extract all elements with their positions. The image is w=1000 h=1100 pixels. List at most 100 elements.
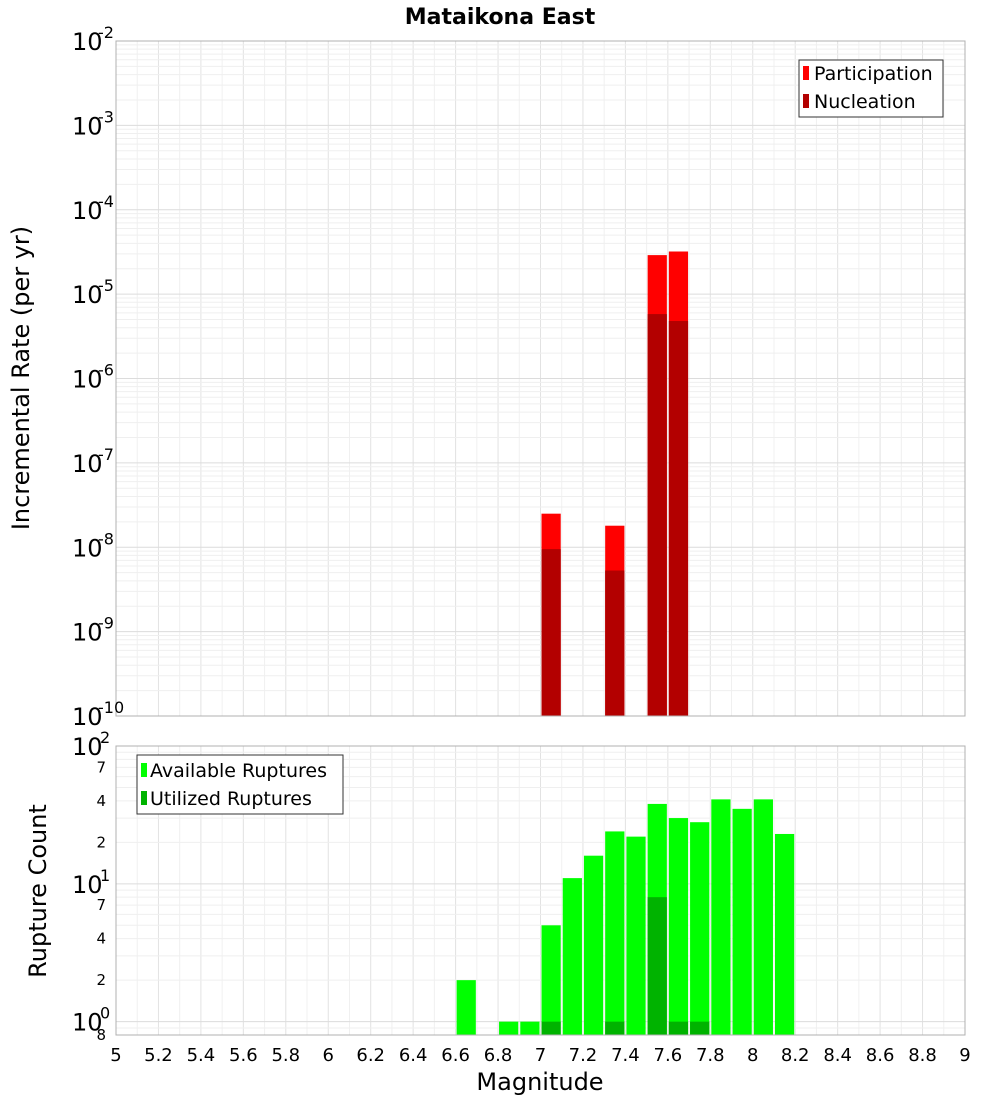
available-ruptures-bar (774, 833, 795, 1035)
available-ruptures-bar (690, 822, 710, 1035)
utilized-ruptures-bar (647, 897, 667, 1035)
utilized-ruptures-bar (690, 1021, 710, 1035)
count-y-tick-base: 10 (72, 871, 103, 899)
rate-y-tick-base: 10 (72, 619, 103, 647)
count-y-axis-label: Rupture Count (24, 804, 52, 978)
x-tick-label: 8.2 (781, 1045, 810, 1066)
available-ruptures-bar (711, 799, 731, 1035)
count-y-minor-label: 8 (96, 1026, 106, 1044)
x-tick-label: 8 (747, 1045, 758, 1066)
legend-label-utilized: Utilized Ruptures (150, 788, 312, 810)
utilized-ruptures-bar (668, 1021, 689, 1035)
rate-y-tick-base: 10 (72, 281, 103, 309)
rate-y-tick-label: 10-6 (72, 361, 114, 394)
legend-label-participation: Participation (814, 63, 933, 85)
x-axis-label: Magnitude (476, 1068, 603, 1096)
rate-y-tick-base: 10 (72, 197, 103, 225)
x-tick-label: 7.6 (654, 1045, 683, 1066)
count-y-minor-label: 2 (96, 833, 106, 851)
rate-y-tick-base: 10 (72, 112, 103, 140)
count-y-tick-exponent: 1 (100, 866, 110, 885)
rate-y-tick-label: 10-4 (72, 192, 114, 225)
rate-y-tick-base: 10 (72, 534, 103, 562)
count-y-tick-exponent: 2 (100, 728, 110, 747)
rate-y-tick-label: 10-3 (72, 107, 114, 140)
available-ruptures-bar (499, 1021, 519, 1035)
x-tick-label: 7.8 (696, 1045, 725, 1066)
available-ruptures-bar (456, 980, 476, 1035)
rate-y-tick-label: 10-9 (72, 614, 114, 647)
count-y-minor-label: 7 (96, 758, 106, 776)
legend-swatch-available (141, 763, 147, 777)
count-y-tick-exponent: 0 (100, 1004, 110, 1023)
legend-swatch-participation (803, 66, 809, 80)
rate-y-tick-exponent: -3 (98, 107, 114, 126)
x-tick-label: 9 (959, 1045, 970, 1066)
x-tick-label: 6.6 (441, 1045, 470, 1066)
nucleation-bar (668, 321, 689, 716)
x-tick-label: 8.4 (823, 1045, 852, 1066)
nucleation-bar (541, 549, 561, 716)
available-ruptures-bar (541, 925, 561, 1035)
rate-y-tick-base: 10 (72, 366, 103, 394)
available-ruptures-bar (583, 855, 604, 1035)
rate-panel: 10-210-310-410-510-610-710-810-910-10 In… (7, 23, 966, 731)
count-y-tick-base: 10 (72, 733, 103, 761)
legend-swatch-utilized (141, 791, 147, 805)
nucleation-bar (605, 570, 625, 716)
x-tick-label: 6.8 (484, 1045, 513, 1066)
rate-y-tick-exponent: -9 (98, 614, 114, 633)
rate-legend: Participation Nucleation (798, 59, 944, 118)
utilized-ruptures-bar (541, 1021, 561, 1035)
rate-y-tick-exponent: -8 (98, 529, 114, 548)
count-y-tick-base: 10 (72, 1009, 103, 1037)
rate-y-tick-base: 10 (72, 450, 103, 478)
rate-y-tick-exponent: -6 (98, 361, 114, 380)
x-tick-label: 8.8 (908, 1045, 937, 1066)
count-plot-border (115, 745, 966, 1036)
count-y-tick-label: 101 (72, 866, 110, 899)
rate-y-tick-label: 10-8 (72, 529, 114, 562)
count-legend-box (136, 754, 344, 815)
x-tick-label: 5.4 (187, 1045, 216, 1066)
rate-y-tick-exponent: -5 (98, 276, 114, 295)
rate-y-tick-base: 10 (72, 703, 103, 731)
rate-y-tick-label: 10-2 (72, 23, 114, 56)
rate-y-tick-exponent: -4 (98, 192, 114, 211)
x-tick-label: 5 (110, 1045, 121, 1066)
count-legend: Available Ruptures Utilized Ruptures (136, 754, 344, 815)
rate-gridlines (115, 41, 966, 717)
count-y-minor-label: 4 (96, 792, 106, 810)
x-tick-label: 5.8 (271, 1045, 300, 1066)
nucleation-bar (647, 314, 667, 716)
rate-y-tick-exponent: -7 (98, 445, 114, 464)
x-tick-label: 5.6 (229, 1045, 258, 1066)
available-ruptures-bar (753, 799, 773, 1035)
available-ruptures-bar (668, 818, 689, 1035)
rate-plot-border (115, 40, 966, 717)
x-tick-label: 5.2 (144, 1045, 173, 1066)
x-tick-label: 6 (323, 1045, 334, 1066)
legend-swatch-nucleation (803, 94, 809, 108)
x-tick-label: 6.4 (399, 1045, 428, 1066)
rate-y-tick-exponent: -2 (98, 23, 114, 42)
rate-y-ticks: 10-210-310-410-510-610-710-810-910-10 (72, 23, 124, 731)
available-ruptures-bar (626, 836, 646, 1035)
count-y-tick-label: 102 (72, 728, 110, 761)
rate-y-tick-label: 10-7 (72, 445, 114, 478)
x-tick-label: 6.2 (356, 1045, 385, 1066)
chart-title: Mataikona East (405, 5, 596, 30)
count-y-tick-label: 100 (72, 1004, 110, 1037)
available-ruptures-bar (732, 808, 752, 1035)
available-ruptures-bar (520, 1021, 540, 1035)
x-tick-label: 8.6 (866, 1045, 895, 1066)
count-y-minor-label: 2 (96, 971, 106, 989)
rate-y-tick-base: 10 (72, 28, 103, 56)
legend-label-available: Available Ruptures (150, 760, 327, 782)
rate-y-tick-label: 10-10 (72, 698, 124, 731)
count-bars (456, 799, 795, 1035)
count-y-minor-label: 4 (96, 930, 106, 948)
